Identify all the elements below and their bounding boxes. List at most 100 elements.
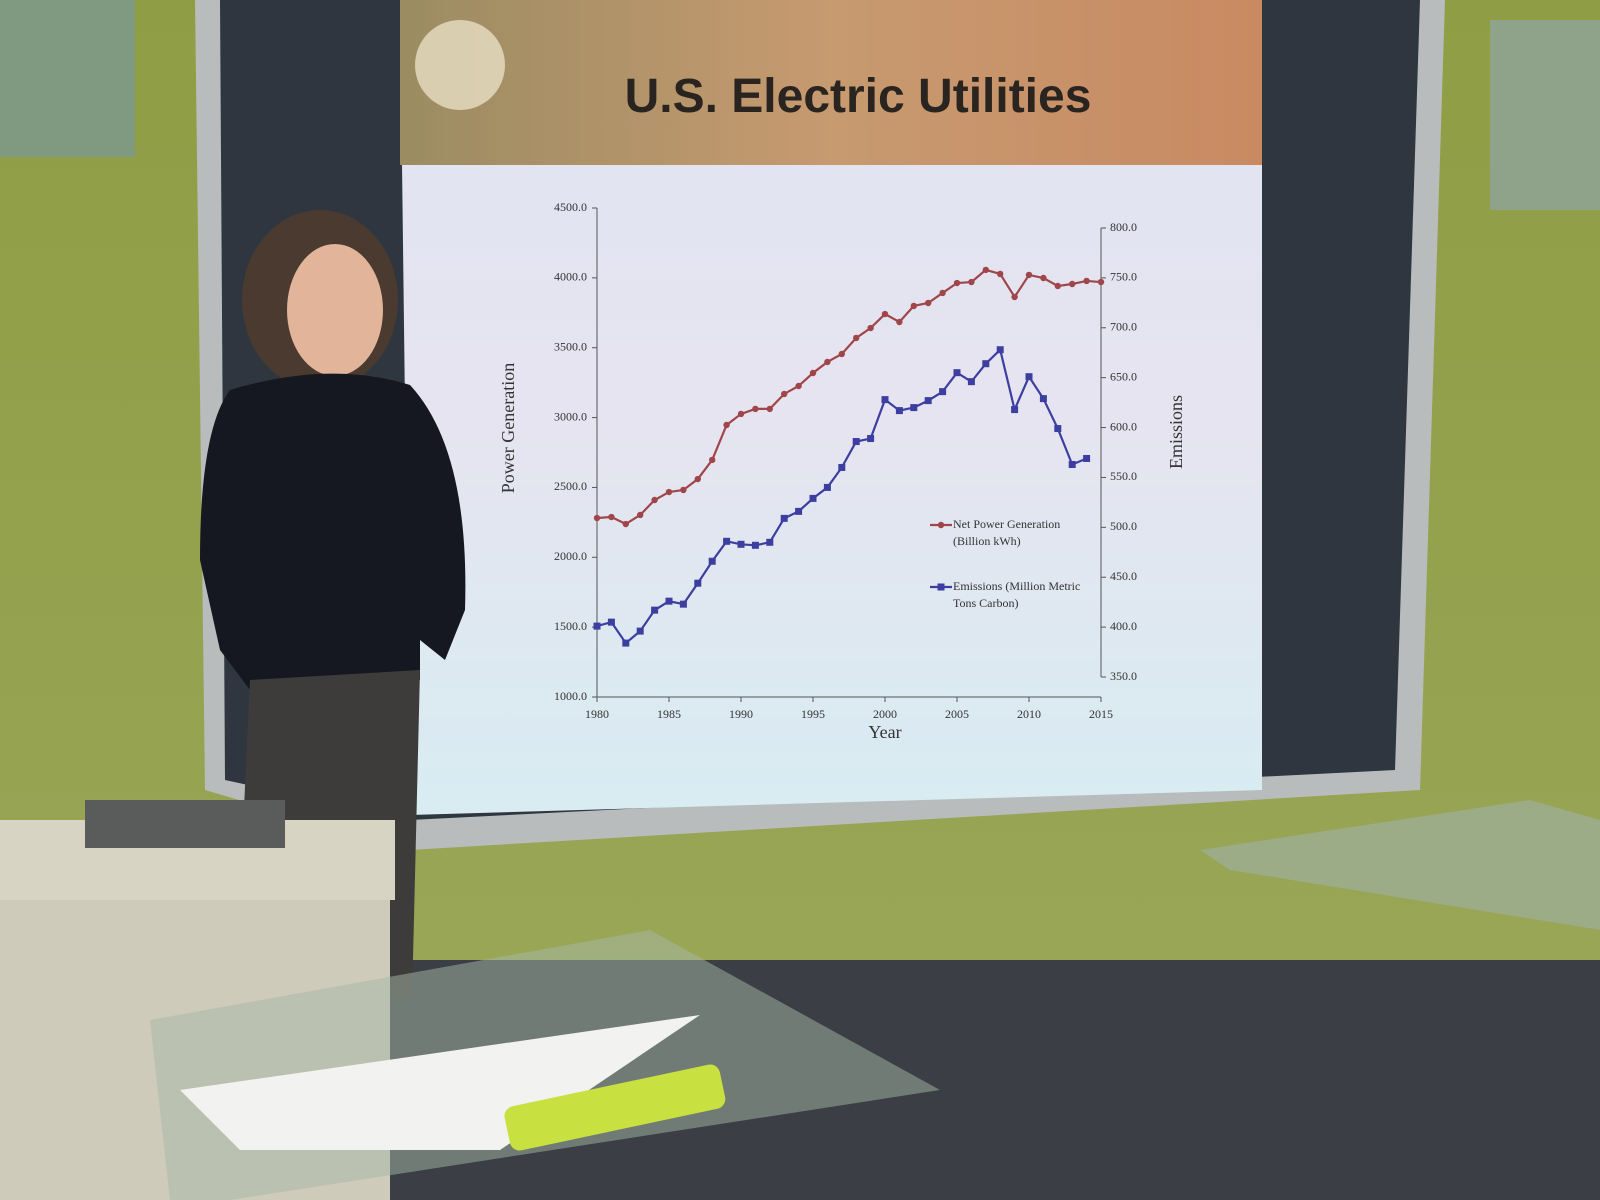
face (287, 244, 383, 376)
data-point (766, 405, 773, 413)
data-point (1025, 373, 1033, 381)
data-point (723, 537, 731, 545)
data-point (910, 404, 918, 412)
data-point (1083, 454, 1091, 462)
legend-label: Emissions (Million Metric Tons Carbon) (953, 579, 1081, 610)
data-point (680, 486, 687, 494)
data-point (737, 410, 745, 418)
device (85, 800, 285, 848)
data-point (709, 456, 716, 464)
y2-tick-label: 600.0 (1110, 419, 1137, 433)
data-point (679, 600, 687, 608)
data-point (694, 579, 702, 587)
acoustic-panel (0, 0, 135, 157)
x-tick-label: 2010 (1017, 707, 1041, 721)
data-point (809, 494, 817, 502)
data-point (953, 279, 961, 287)
y2-tick-label: 500.0 (1110, 519, 1137, 533)
data-point (1039, 395, 1047, 403)
slide-title: U.S. Electric Utilities (625, 70, 1092, 123)
data-point (939, 388, 947, 396)
y2-tick-label: 650.0 (1110, 369, 1137, 383)
data-point (637, 511, 644, 519)
data-point (967, 378, 975, 386)
data-point (593, 514, 601, 522)
slide-header (400, 0, 1262, 165)
x-axis-label: Year (868, 722, 901, 742)
x-tick-label: 2005 (945, 707, 969, 721)
data-point (1011, 293, 1018, 301)
x-tick-label: 1985 (657, 707, 681, 721)
data-point (1068, 460, 1076, 468)
x-tick-label: 1980 (585, 707, 609, 721)
y2-tick-label: 350.0 (1110, 669, 1137, 683)
data-point (896, 318, 903, 326)
data-point (838, 463, 846, 471)
data-point (910, 302, 917, 310)
data-point (651, 496, 658, 504)
data-point (838, 350, 845, 358)
data-point (823, 483, 831, 491)
data-point (881, 310, 889, 318)
y-tick-label: 4500.0 (554, 200, 587, 214)
legend-marker (937, 521, 945, 529)
y2-tick-label: 700.0 (1110, 320, 1137, 334)
data-point (751, 541, 759, 549)
data-point (852, 438, 860, 446)
y-tick-label: 1500.0 (554, 619, 587, 633)
data-point (997, 270, 1004, 278)
light-glare (415, 20, 505, 110)
x-tick-label: 1995 (801, 707, 825, 721)
y2-tick-label: 450.0 (1110, 569, 1137, 583)
data-point (1054, 425, 1062, 433)
data-point (895, 407, 903, 415)
y2-tick-label: 800.0 (1110, 220, 1137, 234)
y-tick-label: 4000.0 (554, 270, 587, 284)
data-point (982, 360, 990, 368)
data-point (636, 627, 644, 635)
y-tick-label: 2500.0 (554, 479, 587, 493)
data-point (752, 405, 759, 413)
data-point (1011, 406, 1019, 414)
y-tick-label: 3500.0 (554, 339, 587, 353)
data-point (780, 514, 788, 522)
y-tick-label: 3000.0 (554, 409, 587, 423)
x-tick-label: 2000 (873, 707, 897, 721)
data-point (953, 369, 961, 377)
data-point (1097, 278, 1105, 286)
x-tick-label: 2015 (1089, 707, 1113, 721)
y2-axis-label: Emissions (1166, 395, 1186, 469)
data-point (665, 488, 673, 496)
legend-label: Net Power Generation (Billion kWh) (953, 517, 1061, 548)
data-point (622, 639, 630, 647)
data-point (1069, 280, 1076, 288)
paper (180, 1015, 700, 1150)
data-point (651, 606, 659, 614)
data-point (723, 421, 730, 429)
data-point (939, 289, 946, 297)
legend-marker (937, 583, 945, 591)
data-point (607, 618, 615, 626)
data-point (982, 266, 989, 274)
data-point (665, 597, 673, 605)
data-point (1083, 277, 1090, 285)
data-point (853, 334, 860, 342)
y-tick-label: 2000.0 (554, 549, 587, 563)
data-point (737, 540, 745, 548)
data-point (781, 390, 788, 398)
y2-tick-label: 550.0 (1110, 469, 1137, 483)
y2-tick-label: 750.0 (1110, 270, 1137, 284)
phone (504, 1064, 726, 1151)
slide (400, 0, 1262, 815)
presenter-body (200, 373, 466, 690)
data-point (925, 299, 932, 307)
data-point (968, 278, 975, 286)
data-point (694, 475, 701, 483)
y2-tick-label: 400.0 (1110, 619, 1137, 633)
data-point (1025, 271, 1033, 279)
data-point (924, 397, 932, 405)
data-point (824, 358, 831, 366)
data-point (996, 346, 1004, 354)
y-tick-label: 1000.0 (554, 689, 587, 703)
